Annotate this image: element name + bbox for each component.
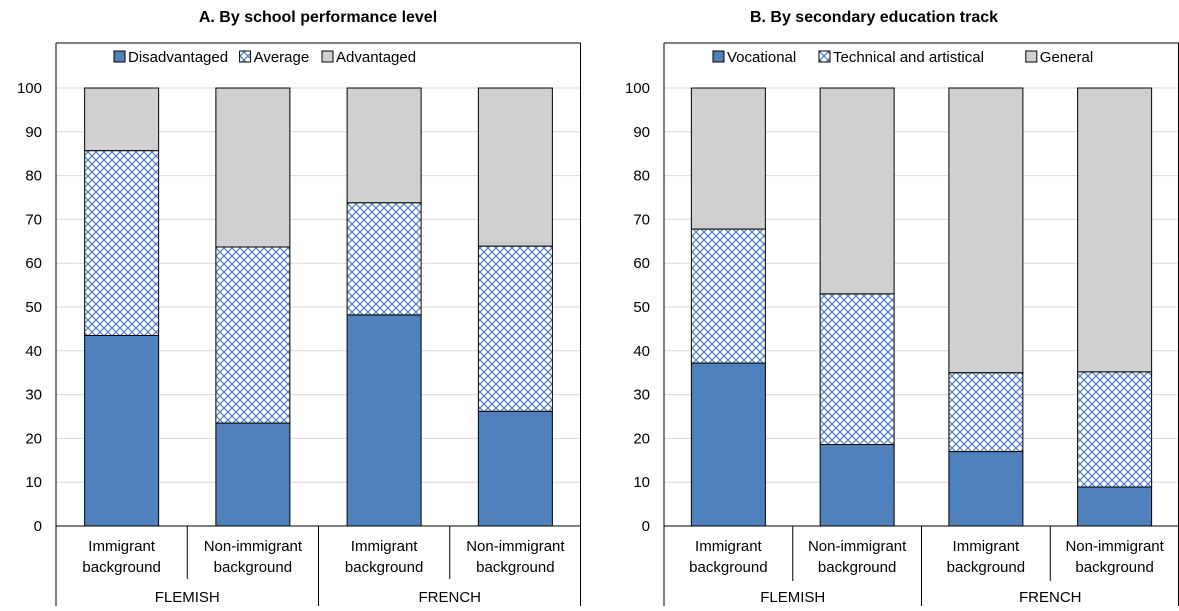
y-tick-label: 0 bbox=[642, 518, 650, 535]
group-label: FLEMISH bbox=[760, 589, 825, 606]
y-tick-label: 90 bbox=[633, 124, 650, 141]
category-label: background bbox=[476, 559, 554, 576]
y-tick-label: 10 bbox=[25, 474, 42, 491]
bar-segment-technical-and-artistical bbox=[948, 372, 1024, 453]
legend-label: Advantaged bbox=[336, 49, 416, 66]
category-label: background bbox=[345, 559, 423, 576]
y-tick-label: 100 bbox=[17, 80, 42, 97]
y-tick-label: 0 bbox=[34, 518, 42, 535]
group-label: FRENCH bbox=[1019, 589, 1082, 606]
category-label: Non-immigrant bbox=[1065, 538, 1164, 555]
bar-segment-technical-and-artistical bbox=[819, 293, 895, 446]
legend-swatch bbox=[712, 50, 725, 63]
bar-segment-average bbox=[346, 202, 422, 316]
bar-segment-average bbox=[84, 150, 160, 336]
legend-label: Average bbox=[254, 49, 310, 66]
bar-segment-general bbox=[1077, 87, 1153, 373]
panel-b: B. By secondary education track 0 10 20 30 40… bbox=[625, 9, 1179, 606]
bar-segment-general bbox=[948, 87, 1024, 374]
chart-title: B. By secondary education track bbox=[750, 9, 998, 26]
category-label: Non-immigrant bbox=[466, 538, 565, 555]
category-label: Immigrant bbox=[953, 538, 1021, 555]
y-tick-label: 80 bbox=[633, 168, 650, 185]
legend-label: General bbox=[1040, 49, 1093, 66]
y-tick-label: 50 bbox=[633, 299, 650, 316]
y-tick-label: 70 bbox=[25, 211, 42, 228]
category-label: background bbox=[947, 559, 1025, 576]
y-tick-label: 30 bbox=[633, 387, 650, 404]
y-tick-label: 80 bbox=[25, 168, 42, 185]
y-tick-label: 30 bbox=[25, 387, 42, 404]
bar-segment-disadvantaged bbox=[84, 334, 160, 527]
bar-segment-disadvantaged bbox=[346, 314, 422, 527]
bar-segment-advantaged bbox=[477, 87, 553, 247]
bar-segment-disadvantaged bbox=[477, 410, 553, 527]
y-tick-label: 40 bbox=[633, 343, 650, 360]
bar-segment-technical-and-artistical bbox=[690, 228, 766, 364]
legend-label: Technical and artistical bbox=[833, 49, 984, 66]
legend-swatch bbox=[1025, 50, 1038, 63]
y-tick-label: 10 bbox=[633, 474, 650, 491]
y-tick-label: 70 bbox=[633, 211, 650, 228]
bar-segment-advantaged bbox=[215, 87, 291, 248]
y-tick-label: 100 bbox=[625, 80, 650, 97]
bar-segment-technical-and-artistical bbox=[1077, 371, 1153, 488]
bar-segment-advantaged bbox=[346, 87, 422, 204]
bar-segment-vocational bbox=[690, 362, 766, 527]
legend-swatch bbox=[239, 50, 252, 63]
category-label: Non-immigrant bbox=[204, 538, 303, 555]
group-label: FRENCH bbox=[419, 589, 482, 606]
chart-title: A. By school performance level bbox=[199, 9, 437, 26]
bar-segment-average bbox=[477, 245, 553, 412]
bar-segment-vocational bbox=[819, 444, 895, 527]
bar-segment-average bbox=[215, 246, 291, 424]
bar-segment-general bbox=[819, 87, 895, 295]
category-label: background bbox=[818, 559, 896, 576]
bar-segment-disadvantaged bbox=[215, 422, 291, 527]
category-label: Immigrant bbox=[88, 538, 156, 555]
legend-swatch bbox=[321, 50, 334, 63]
category-label: Immigrant bbox=[351, 538, 419, 555]
category-label: Immigrant bbox=[695, 538, 763, 555]
y-tick-label: 90 bbox=[25, 124, 42, 141]
category-label: background bbox=[214, 559, 292, 576]
group-label: FLEMISH bbox=[155, 589, 220, 606]
legend-swatch bbox=[113, 50, 126, 63]
bar-segment-advantaged bbox=[84, 87, 160, 152]
y-tick-label: 60 bbox=[25, 255, 42, 272]
legend-label: Disadvantaged bbox=[128, 49, 228, 66]
y-tick-label: 50 bbox=[25, 299, 42, 316]
y-tick-label: 20 bbox=[633, 430, 650, 447]
panel-a: A. By school performance level 0 10 20 30 40 5… bbox=[17, 9, 581, 606]
y-tick-label: 60 bbox=[633, 255, 650, 272]
legend-label: Vocational bbox=[727, 49, 796, 66]
y-tick-label: 40 bbox=[25, 343, 42, 360]
category-label: background bbox=[1075, 559, 1153, 576]
bar-segment-vocational bbox=[1077, 486, 1153, 527]
y-tick-label: 20 bbox=[25, 430, 42, 447]
category-label: background bbox=[689, 559, 767, 576]
category-label: background bbox=[82, 559, 160, 576]
category-label: Non-immigrant bbox=[808, 538, 907, 555]
legend-swatch bbox=[818, 50, 831, 63]
bar-segment-vocational bbox=[948, 451, 1024, 527]
bar-segment-general bbox=[690, 87, 766, 230]
